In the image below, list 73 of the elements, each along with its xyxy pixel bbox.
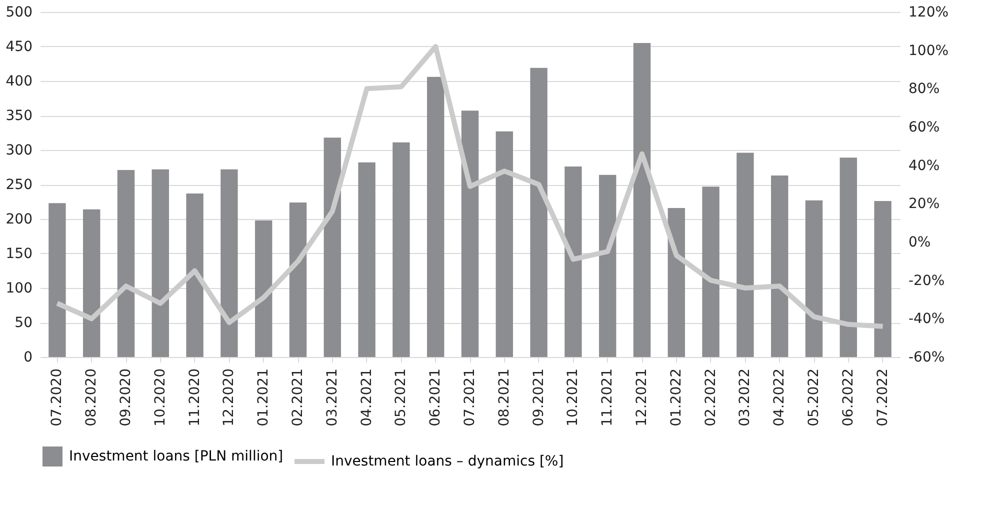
bar	[392, 142, 410, 357]
x-tick-label: 09.2020	[118, 368, 134, 426]
x-tick-label: 09.2021	[530, 368, 547, 426]
x-tick-label: 08.2020	[84, 368, 100, 426]
x-tick-label: 03.2021	[324, 368, 340, 426]
y2-tick-label: -20%	[908, 272, 945, 289]
y2-tick-label: 40%	[908, 158, 940, 174]
bar	[599, 174, 616, 357]
bar	[771, 176, 788, 357]
bar	[152, 169, 169, 357]
y-tick-label: 250	[6, 177, 32, 193]
x-tick-label: 02.2021	[290, 368, 306, 426]
x-tick-label: 07.2022	[874, 368, 891, 426]
bar	[289, 202, 307, 357]
bar	[840, 158, 857, 357]
y-tick-label: 300	[6, 142, 32, 158]
x-tick-label: 04.2021	[358, 368, 375, 426]
y-tick-label: 400	[6, 74, 32, 90]
bar	[461, 110, 479, 357]
y2-tick-label: -40%	[908, 311, 945, 328]
x-tick-label: 12.2021	[634, 368, 650, 426]
bar	[83, 209, 100, 357]
x-tick-label: 05.2022	[806, 368, 822, 426]
y-tick-label: 500	[6, 4, 32, 20]
bar	[255, 220, 272, 357]
y-tick-label: 100	[6, 280, 32, 296]
x-tick-label: 01.2021	[256, 368, 272, 426]
bar	[48, 203, 66, 357]
y2-tick-label: -60%	[908, 350, 945, 366]
y2-tick-label: 0%	[908, 234, 931, 250]
y-tick-label: 200	[6, 212, 32, 228]
y2-tick-label: 80%	[908, 81, 940, 98]
x-tick-label: 11.2020	[186, 368, 203, 426]
bar	[496, 131, 513, 357]
bar	[805, 200, 823, 357]
x-tick-label: 06.2021	[428, 368, 444, 426]
bar	[874, 201, 892, 357]
bar	[427, 76, 444, 357]
bar	[633, 43, 651, 357]
legend-label: Investment loans [PLN million]	[69, 448, 284, 464]
x-tick-label: 01.2022	[668, 368, 684, 426]
x-tick-label: 03.2022	[737, 368, 754, 426]
bar	[117, 170, 135, 357]
x-tick-label: 07.2021	[462, 368, 478, 426]
x-tick-label: 07.2020	[49, 368, 66, 426]
y-tick-label: 50	[14, 315, 32, 331]
bar	[668, 208, 685, 357]
y-tick-label: 0	[24, 350, 32, 366]
y-tick-label: 350	[6, 108, 32, 124]
y2-tick-label: 60%	[908, 120, 940, 136]
x-tick-label: 05.2021	[393, 368, 410, 426]
x-tick-label: 11.2021	[600, 368, 616, 426]
x-tick-label: 10.2021	[565, 368, 582, 426]
x-tick-label: 12.2020	[221, 368, 238, 426]
x-tick-label: 04.2022	[772, 368, 788, 426]
y-tick-label: 150	[6, 246, 32, 262]
bar	[736, 152, 754, 357]
x-tick-label: 02.2022	[702, 368, 719, 426]
y2-tick-label: 120%	[908, 4, 949, 20]
x-tick-label: 08.2021	[496, 368, 512, 426]
bar	[220, 169, 238, 357]
x-tick-label: 06.2022	[840, 368, 856, 426]
bar	[358, 162, 376, 357]
bar	[702, 186, 720, 357]
x-tick-label: 10.2020	[152, 368, 168, 426]
y2-tick-label: 100%	[908, 42, 949, 59]
y2-tick-label: 20%	[908, 196, 940, 212]
bar	[186, 193, 204, 357]
bar	[530, 68, 548, 357]
legend-label: Investment loans – dynamics [%]	[331, 454, 564, 470]
y-tick-label: 450	[6, 39, 32, 55]
bar	[324, 138, 341, 357]
bar	[564, 166, 582, 357]
